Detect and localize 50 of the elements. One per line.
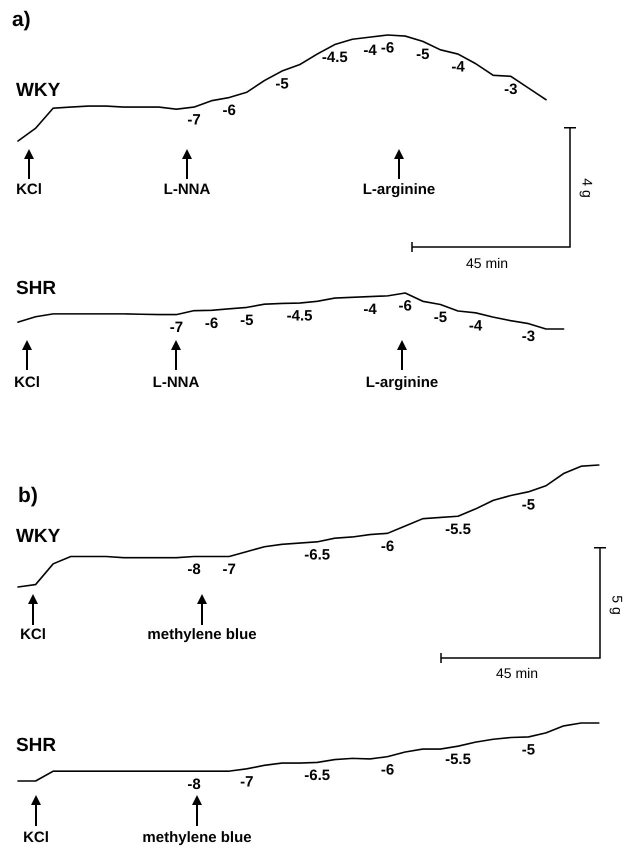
annotation: -3 <box>504 80 518 98</box>
text: KCl <box>23 829 49 846</box>
annotation: -6 <box>380 40 394 57</box>
annotation: -5 <box>416 46 430 63</box>
annotation: -8 <box>187 776 201 793</box>
annotation: -6 <box>204 314 218 332</box>
annotation: -4 <box>363 42 378 59</box>
annotation: -5 <box>240 312 254 330</box>
annotation: -8 <box>187 561 201 578</box>
annotation: -7 <box>222 561 236 578</box>
text: 45 min <box>496 665 538 681</box>
text: b) <box>18 484 38 508</box>
annotation: -7 <box>240 773 254 790</box>
text: KCl <box>20 626 46 643</box>
annotation: -4 <box>468 317 483 334</box>
annotation: -3 <box>522 328 536 346</box>
annotation: -4.5 <box>286 308 313 325</box>
annotation: -4 <box>363 301 378 318</box>
annotation: -6.5 <box>304 546 330 564</box>
text: methylene blue <box>142 829 252 846</box>
text: KCl <box>14 374 40 391</box>
text: 5 g <box>610 595 624 615</box>
text: 4 g <box>580 178 596 198</box>
text: L-arginine <box>366 374 438 391</box>
annotation: -5.5 <box>445 520 471 538</box>
series-label: WKY <box>16 80 61 102</box>
chart-title: a) <box>12 8 31 32</box>
text: L-NNA <box>152 374 200 391</box>
annotation: -6.5 <box>304 767 330 784</box>
series-label: WKY <box>16 526 61 548</box>
text: KCl <box>16 181 42 198</box>
annotation: -5 <box>434 309 448 326</box>
annotation: -5 <box>275 76 289 93</box>
annotation: -6 <box>398 298 412 315</box>
text: L-arginine <box>362 181 436 198</box>
annotation: -5 <box>522 496 536 514</box>
series-label: SHR <box>16 278 56 300</box>
annotation: -4.5 <box>322 49 348 66</box>
annotation: -6 <box>380 538 394 555</box>
annotation: -4 <box>451 58 466 76</box>
annotation: -7 <box>170 319 184 336</box>
text: L-NNA <box>164 181 210 198</box>
series-label: SHR <box>16 735 56 756</box>
annotation: -6 <box>222 102 236 120</box>
annotation: -5.5 <box>445 750 471 768</box>
annotation: -6 <box>380 761 394 778</box>
text: methylene blue <box>147 626 257 643</box>
annotation: -7 <box>187 112 201 129</box>
annotation: -5 <box>522 742 536 759</box>
text: 45 min <box>466 255 508 271</box>
